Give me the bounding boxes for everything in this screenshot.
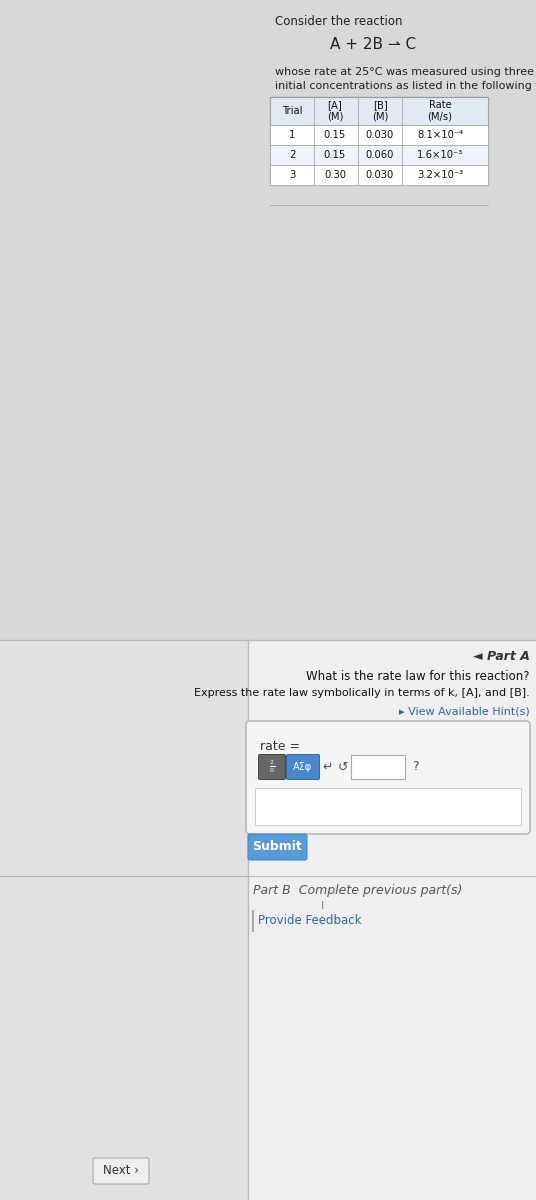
- Text: Consider the reaction: Consider the reaction: [275, 14, 403, 28]
- Text: I: I: [322, 901, 325, 911]
- FancyBboxPatch shape: [270, 97, 488, 125]
- FancyBboxPatch shape: [248, 834, 307, 860]
- Text: [A]
(M): [A] (M): [327, 101, 343, 121]
- Text: ↵: ↵: [323, 761, 333, 774]
- Text: ▸ View Available Hint(s): ▸ View Available Hint(s): [399, 706, 530, 716]
- FancyBboxPatch shape: [270, 125, 488, 145]
- Text: Rate
(M/s): Rate (M/s): [428, 101, 452, 121]
- Text: 0.060: 0.060: [366, 150, 394, 160]
- Text: rate =: rate =: [260, 740, 300, 754]
- FancyBboxPatch shape: [270, 164, 488, 185]
- Text: 0.15: 0.15: [324, 150, 346, 160]
- Text: ↺: ↺: [338, 761, 348, 774]
- FancyBboxPatch shape: [351, 755, 405, 779]
- Text: Provide Feedback: Provide Feedback: [258, 914, 361, 926]
- Text: What is the rate law for this reaction?: What is the rate law for this reaction?: [307, 670, 530, 683]
- Text: Next ›: Next ›: [103, 1164, 139, 1176]
- Text: whose rate at 25°C was measured using three different sets of: whose rate at 25°C was measured using th…: [275, 67, 536, 77]
- Text: 0.030: 0.030: [366, 130, 394, 140]
- FancyBboxPatch shape: [258, 755, 286, 780]
- FancyBboxPatch shape: [246, 721, 530, 834]
- Text: 3: 3: [289, 170, 295, 180]
- FancyBboxPatch shape: [0, 640, 248, 1200]
- FancyBboxPatch shape: [287, 755, 319, 780]
- Text: Submit: Submit: [252, 840, 302, 853]
- Text: A + 2B ⇀ C: A + 2B ⇀ C: [330, 37, 416, 52]
- Text: 0.30: 0.30: [324, 170, 346, 180]
- Text: 1.6×10⁻³: 1.6×10⁻³: [417, 150, 463, 160]
- Text: Part B  Complete previous part(s): Part B Complete previous part(s): [253, 884, 463, 898]
- FancyBboxPatch shape: [270, 145, 488, 164]
- Text: $\frac{2}{0}$: $\frac{2}{0}$: [269, 758, 275, 775]
- Text: AΣφ: AΣφ: [293, 762, 312, 772]
- Text: 0.15: 0.15: [324, 130, 346, 140]
- Text: [B]
(M): [B] (M): [372, 101, 388, 121]
- Text: 8.1×10⁻⁴: 8.1×10⁻⁴: [417, 130, 463, 140]
- Text: ◄ Part A: ◄ Part A: [473, 650, 530, 662]
- Text: Express the rate law symbolically in terms of k, [A], and [B].: Express the rate law symbolically in ter…: [194, 688, 530, 698]
- Text: initial concentrations as listed in the following table:: initial concentrations as listed in the …: [275, 80, 536, 91]
- Text: 1: 1: [289, 130, 295, 140]
- Text: Trial: Trial: [282, 106, 302, 116]
- FancyBboxPatch shape: [270, 97, 488, 185]
- Text: ?: ?: [412, 761, 418, 774]
- Text: 2: 2: [289, 150, 295, 160]
- FancyBboxPatch shape: [0, 0, 536, 640]
- Text: 3.2×10⁻³: 3.2×10⁻³: [417, 170, 463, 180]
- FancyBboxPatch shape: [248, 640, 536, 1200]
- Text: 0.030: 0.030: [366, 170, 394, 180]
- FancyBboxPatch shape: [255, 788, 521, 826]
- FancyBboxPatch shape: [93, 1158, 149, 1184]
